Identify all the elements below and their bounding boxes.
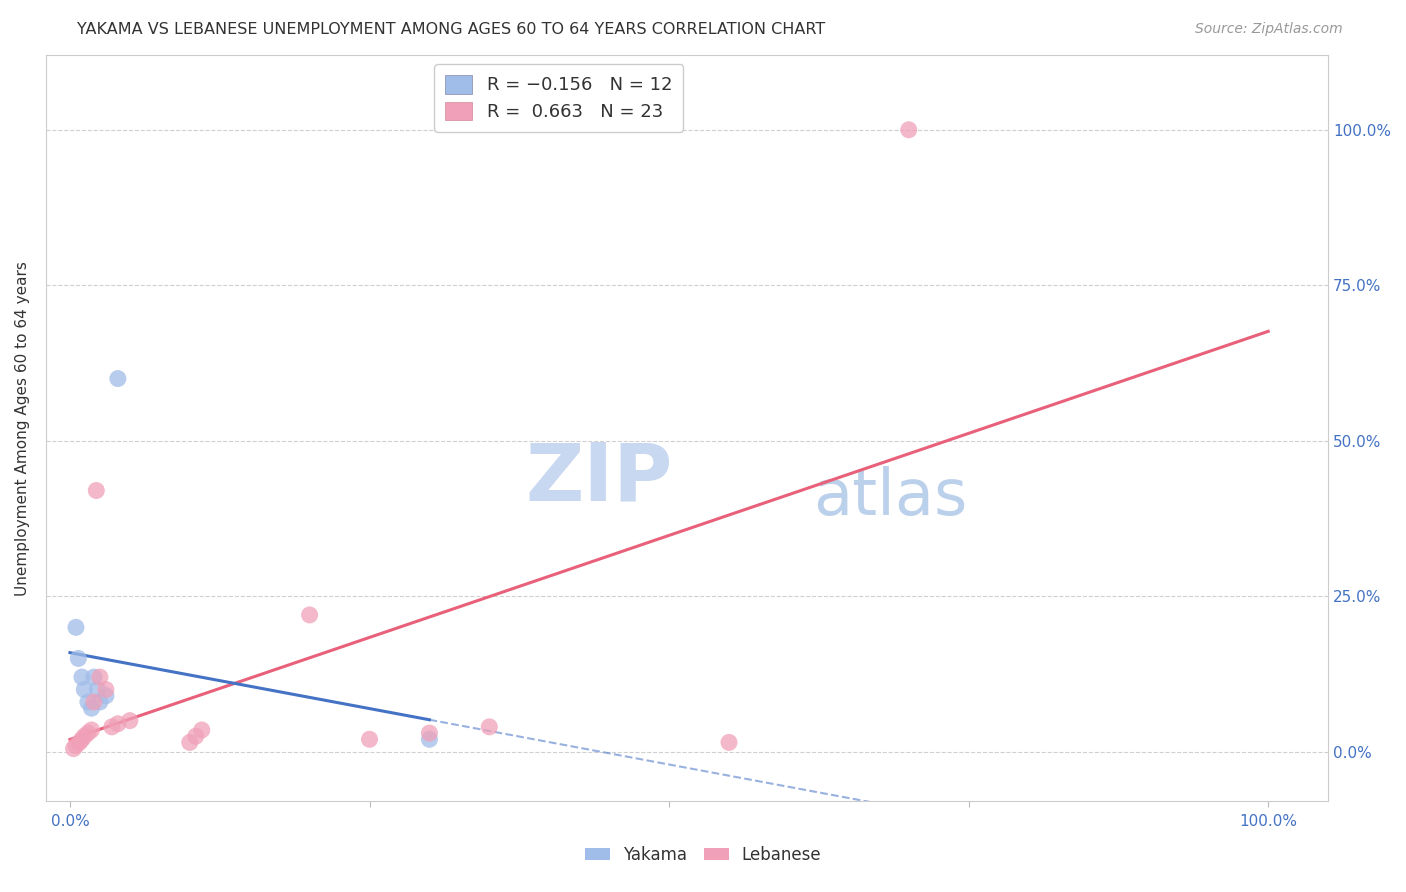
Point: [118, 714, 141, 728]
Point: [190, 723, 212, 737]
Text: atlas: atlas: [813, 466, 967, 528]
Point: [62, 741, 84, 756]
Point: [65, 620, 87, 634]
Text: 0.0%: 0.0%: [51, 814, 90, 829]
Point: [77, 695, 100, 709]
Y-axis label: Unemployment Among Ages 60 to 64 years: Unemployment Among Ages 60 to 64 years: [15, 260, 30, 596]
Point: [478, 720, 501, 734]
Point: [897, 122, 920, 136]
Point: [107, 371, 129, 385]
Point: [70, 670, 93, 684]
Text: ZIP: ZIP: [526, 439, 672, 517]
Point: [73, 729, 96, 743]
Point: [69, 735, 91, 749]
Legend: R = −0.156   N = 12, R =  0.663   N = 23: R = −0.156 N = 12, R = 0.663 N = 23: [434, 64, 683, 132]
Point: [65, 739, 87, 753]
Point: [184, 729, 207, 743]
Point: [67, 651, 90, 665]
Text: Source: ZipAtlas.com: Source: ZipAtlas.com: [1195, 22, 1343, 37]
Point: [359, 732, 381, 747]
Point: [179, 735, 201, 749]
Point: [94, 682, 117, 697]
Point: [94, 689, 117, 703]
Point: [298, 607, 321, 622]
Text: YAKAMA VS LEBANESE UNEMPLOYMENT AMONG AGES 60 TO 64 YEARS CORRELATION CHART: YAKAMA VS LEBANESE UNEMPLOYMENT AMONG AG…: [77, 22, 825, 37]
Point: [86, 682, 108, 697]
Point: [83, 695, 105, 709]
Point: [89, 670, 111, 684]
Point: [73, 682, 96, 697]
Point: [418, 732, 440, 747]
Point: [89, 695, 111, 709]
Point: [84, 483, 107, 498]
Point: [70, 732, 93, 747]
Point: [717, 735, 740, 749]
Point: [83, 670, 105, 684]
Point: [101, 720, 124, 734]
Point: [418, 726, 440, 740]
Point: [80, 701, 103, 715]
Point: [107, 716, 129, 731]
Text: 100.0%: 100.0%: [1239, 814, 1298, 829]
Point: [77, 726, 100, 740]
Point: [80, 723, 103, 737]
Legend: Yakama, Lebanese: Yakama, Lebanese: [578, 839, 828, 871]
